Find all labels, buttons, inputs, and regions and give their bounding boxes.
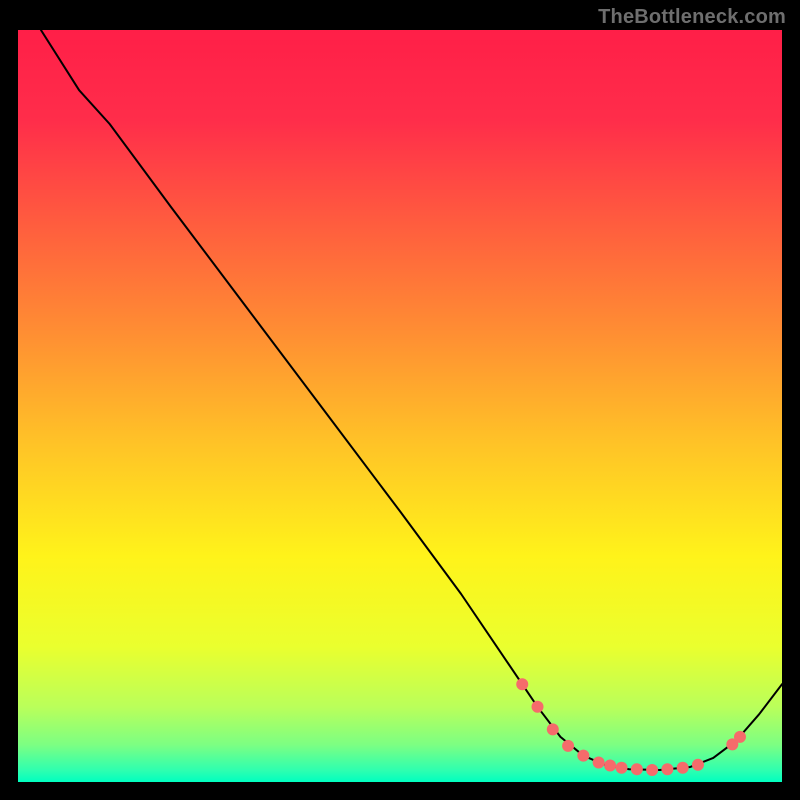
data-marker: [631, 763, 643, 775]
data-marker: [677, 762, 689, 774]
data-marker: [661, 763, 673, 775]
chart-container: TheBottleneck.com: [0, 0, 800, 800]
data-marker: [692, 759, 704, 771]
watermark-text: TheBottleneck.com: [598, 6, 786, 29]
data-marker: [604, 759, 616, 771]
chart-background: [18, 30, 782, 782]
data-marker: [532, 701, 544, 713]
data-marker: [577, 750, 589, 762]
data-marker: [593, 756, 605, 768]
data-marker: [734, 731, 746, 743]
data-marker: [547, 723, 559, 735]
data-marker: [646, 764, 658, 776]
plot-area: [18, 30, 782, 782]
bottleneck-line-chart: [18, 30, 782, 782]
data-marker: [562, 740, 574, 752]
data-marker: [616, 762, 628, 774]
data-marker: [516, 678, 528, 690]
